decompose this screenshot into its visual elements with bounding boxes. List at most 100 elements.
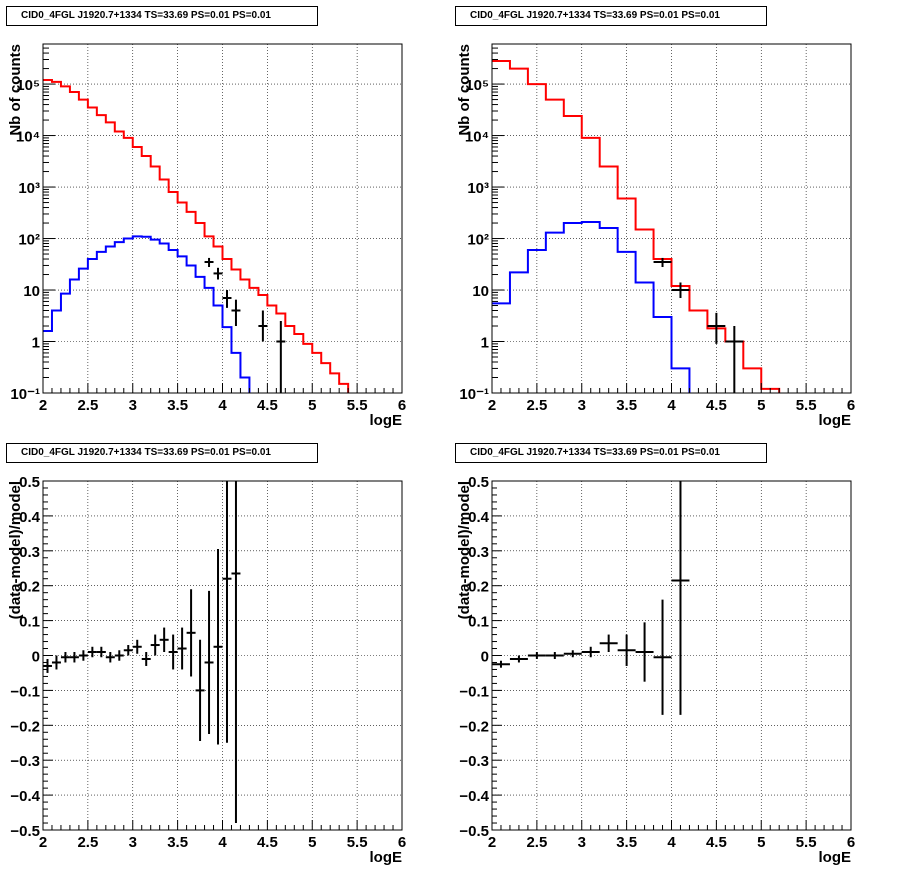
y-axis-label: Nb of counts xyxy=(456,44,473,136)
data-point xyxy=(213,267,223,280)
residual-point xyxy=(69,652,79,663)
x-tick-label: 4.5 xyxy=(257,397,278,414)
chart-title: CID0_4FGL J1920.7+1334 TS=33.69 PS=0.01 … xyxy=(6,6,318,26)
chart-counts-fine: 2 2.5 3 3.5 4 4.5 5 5.5 6 10⁻¹ 1 10 10² 10³ 10⁴ 10⁵ logE… xyxy=(7,43,406,429)
pad-residuals-fine: 2 2.5 3 3.5 4 4.5 5 5.5 6 −0.5 −0.4 −0.3 −0.2 −0.1 0 0.… xyxy=(0,437,449,874)
data-point xyxy=(707,312,726,344)
residual-point xyxy=(204,590,214,735)
y-tick-label: 1 xyxy=(481,335,489,352)
data-point xyxy=(653,257,672,267)
data-point xyxy=(276,321,286,393)
x-tick-label: 3.5 xyxy=(167,397,188,414)
x-tick-label: 4 xyxy=(218,397,227,414)
residual-point xyxy=(150,634,160,656)
chart-title: CID0_4FGL J1920.7+1334 TS=33.69 PS=0.01 … xyxy=(6,443,318,463)
series-total-model xyxy=(492,60,781,393)
residual-point xyxy=(195,639,205,742)
residual-point xyxy=(635,622,654,682)
y-tick-label: −0.4 xyxy=(459,788,489,805)
x-tick-label: 2.5 xyxy=(77,397,98,414)
x-axis-label: logE xyxy=(819,849,852,866)
residual-point xyxy=(213,549,223,745)
y-tick-label: 0.5 xyxy=(19,474,40,491)
residual-point xyxy=(581,646,600,658)
chart-residuals-fine: 2 2.5 3 3.5 4 4.5 5 5.5 6 −0.5 −0.4 −0.3 −0.2 −0.1 0 0.… xyxy=(7,474,406,866)
y-tick-label: 1 xyxy=(32,335,40,352)
series-total-model xyxy=(43,78,350,393)
x-tick-label: 2 xyxy=(488,834,496,851)
y-tick-label: 10 xyxy=(472,283,489,300)
y-axis-label: (data-model)/model xyxy=(456,481,473,619)
x-tick-label: 3.5 xyxy=(616,834,637,851)
data-point xyxy=(725,326,744,393)
x-tick-label: 3 xyxy=(578,834,586,851)
residual-point xyxy=(60,652,70,663)
x-tick-label: 5.5 xyxy=(347,397,368,414)
y-tick-label: −0.4 xyxy=(10,788,40,805)
plot-area xyxy=(492,481,690,715)
residual-point xyxy=(114,650,124,661)
plot-area xyxy=(492,60,781,393)
x-tick-label: 4 xyxy=(667,834,676,851)
plot-area xyxy=(43,481,241,824)
x-tick-label: 3.5 xyxy=(167,834,188,851)
x-tick-label: 6 xyxy=(847,834,855,851)
residual-point xyxy=(492,660,510,668)
residual-point xyxy=(231,481,241,824)
chart-residuals-coarse: 2 2.5 3 3.5 4 4.5 5 5.5 6 −0.5 −0.4 −0.3 −0.2 −0.1 0 0.… xyxy=(456,474,855,866)
data-point xyxy=(258,310,268,342)
x-tick-label: 5 xyxy=(308,397,316,414)
x-tick-label: 4 xyxy=(218,834,227,851)
data-point xyxy=(222,290,232,308)
y-tick-label: 0.1 xyxy=(468,614,489,631)
y-tick-label: −0.3 xyxy=(459,753,489,770)
x-tick-label: 5 xyxy=(757,834,765,851)
residual-point xyxy=(617,634,636,666)
y-tick-label: 10³ xyxy=(467,180,489,197)
data-point xyxy=(231,299,241,327)
y-tick-label: −0.1 xyxy=(459,683,489,700)
residual-point xyxy=(599,634,618,653)
x-tick-label: 2.5 xyxy=(526,834,547,851)
residual-point xyxy=(123,645,133,656)
x-tick-label: 4.5 xyxy=(706,397,727,414)
residual-point xyxy=(527,652,546,659)
residual-point xyxy=(653,599,672,715)
plot-area xyxy=(43,78,350,393)
y-tick-label: −0.2 xyxy=(10,718,40,735)
residual-point xyxy=(222,481,232,743)
residual-point xyxy=(168,634,178,670)
residual-point xyxy=(51,655,61,670)
residual-point xyxy=(105,652,115,663)
y-tick-label: −0.2 xyxy=(459,718,489,735)
x-tick-label: 6 xyxy=(847,397,855,414)
x-tick-label: 3 xyxy=(129,397,137,414)
pad-counts-fine: 2 2.5 3 3.5 4 4.5 5 5.5 6 10⁻¹ 1 10 10² 10³ 10⁴ 10⁵ logE… xyxy=(0,0,449,437)
x-tick-label: 4.5 xyxy=(257,834,278,851)
y-tick-label: 10⁵ xyxy=(465,77,489,94)
y-tick-label: 10 xyxy=(23,283,40,300)
series-source-model xyxy=(43,235,251,393)
y-tick-label: 10⁻¹ xyxy=(10,386,40,403)
x-tick-label: 5.5 xyxy=(347,834,368,851)
residual-point xyxy=(43,658,52,673)
data-point xyxy=(204,257,214,267)
y-tick-label: 0.4 xyxy=(468,509,490,526)
x-tick-label: 6 xyxy=(398,834,406,851)
series-source-model xyxy=(492,220,691,393)
y-tick-label: 0 xyxy=(481,649,489,666)
x-tick-label: 3 xyxy=(578,397,586,414)
data-point xyxy=(671,282,690,298)
y-tick-label: −0.3 xyxy=(10,753,40,770)
y-tick-label: −0.1 xyxy=(10,683,40,700)
y-tick-label: 10³ xyxy=(18,180,40,197)
y-tick-label: 0.5 xyxy=(468,474,489,491)
y-tick-label: 10⁻¹ xyxy=(459,386,489,403)
residual-point xyxy=(186,589,196,677)
residual-point xyxy=(671,481,690,715)
pad-residuals-coarse: 2 2.5 3 3.5 4 4.5 5 5.5 6 −0.5 −0.4 −0.3 −0.2 −0.1 0 0.… xyxy=(449,437,898,874)
x-tick-label: 5 xyxy=(308,834,316,851)
chart-counts-coarse: 2 2.5 3 3.5 4 4.5 5 5.5 6 10⁻¹ 1 10 10² 10³ 10⁴ 10⁵ logE… xyxy=(456,43,855,429)
y-axis-label: Nb of counts xyxy=(7,44,24,136)
y-tick-label: 0.2 xyxy=(468,579,489,596)
